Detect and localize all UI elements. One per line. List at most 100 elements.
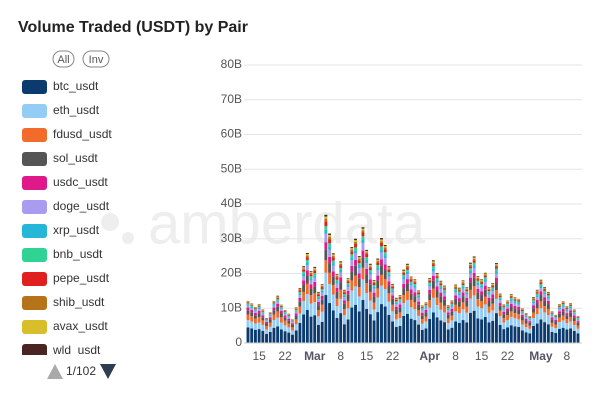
bar-segment [550, 312, 554, 314]
bar-segment [331, 263, 335, 266]
bar-segment [435, 290, 439, 298]
bar-segment [339, 272, 343, 278]
legend-item[interactable]: pepe_usdt [22, 271, 110, 286]
bar-segment [420, 306, 424, 308]
bar-segment [491, 284, 495, 287]
bar-segment [246, 314, 250, 321]
bar-segment [550, 319, 554, 323]
bar-segment [328, 303, 332, 343]
legend-item[interactable]: sol_usdt [22, 151, 98, 166]
legend-item[interactable]: shib_usdt [22, 295, 105, 310]
bar-segment [287, 315, 291, 317]
bar-segment [487, 291, 491, 293]
bar-segment [331, 253, 335, 255]
bar-segment [302, 284, 306, 292]
bar-segment [391, 311, 395, 322]
bar-segment [279, 322, 283, 330]
bar-segment [272, 301, 276, 302]
legend-item[interactable]: eth_usdt [22, 103, 100, 118]
bar-segment [335, 277, 339, 280]
legend-label: btc_usdt [53, 79, 99, 93]
all-button[interactable]: All [52, 50, 75, 68]
bar-segment [328, 233, 332, 235]
legend-item[interactable]: wld_usdt [22, 343, 101, 358]
bar-segment [546, 294, 550, 296]
bar-segment [279, 317, 283, 323]
bar-segment [454, 292, 458, 296]
bar-segment [294, 324, 298, 331]
bar-segment [272, 314, 276, 321]
bar-segment [543, 287, 547, 288]
bar-segment [305, 275, 309, 284]
bar-segment [402, 295, 406, 304]
bar-segment [383, 264, 387, 271]
bar-segment [532, 301, 535, 304]
bar-segment [391, 283, 395, 285]
bar-segment [491, 294, 495, 298]
bar-segment [409, 277, 413, 279]
bar-segment [435, 282, 439, 287]
inv-button[interactable]: Inv [82, 50, 110, 68]
bar-segment [457, 289, 461, 291]
bar-segment [532, 312, 535, 318]
legend-item[interactable]: bnb_usdt [22, 247, 103, 262]
bar-segment [561, 306, 565, 309]
bar-segment [450, 320, 454, 328]
chart-title: Volume Traded (USDT) by Pair [18, 19, 248, 36]
bar-segment [335, 274, 339, 275]
bar-segment [313, 301, 317, 316]
bar-segment [428, 278, 432, 280]
bar-segment [520, 312, 524, 314]
legend-item[interactable]: xrp_usdt [22, 223, 100, 238]
bar-segment [483, 304, 487, 317]
bar-segment [469, 263, 472, 265]
legend-item[interactable]: doge_usdt [22, 199, 110, 214]
bar-segment [420, 310, 424, 313]
bar-segment [279, 313, 283, 318]
bar-segment [520, 314, 524, 317]
bar-segment [528, 328, 532, 334]
bar-segment [354, 304, 357, 343]
bar-segment [365, 263, 369, 269]
bar-segment [376, 275, 380, 281]
bar-segment [305, 309, 309, 343]
bar-segment [443, 287, 446, 289]
bar-segment [443, 293, 446, 297]
page-down[interactable] [100, 364, 116, 379]
bar-segment [257, 305, 261, 307]
bar-segment [313, 281, 317, 287]
bar-segment [424, 303, 428, 305]
bar-segment [302, 314, 306, 343]
bar-segment [524, 314, 528, 315]
page-up[interactable] [47, 364, 63, 379]
bar-segment [535, 299, 539, 304]
bar-segment [539, 319, 543, 343]
y-tick-label: 10B [221, 300, 242, 314]
bar-segment [317, 294, 320, 297]
bar-segment [409, 307, 413, 319]
legend-item[interactable]: usdc_usdt [22, 175, 108, 190]
bar-segment [265, 319, 268, 321]
legend-swatch [22, 200, 47, 214]
bar-segment [509, 316, 513, 326]
bar-segment [361, 257, 365, 268]
bar-segment [543, 312, 547, 323]
bar-segment [550, 315, 554, 318]
legend-item[interactable]: fdusd_usdt [22, 127, 112, 142]
bar-segment [276, 295, 280, 297]
bar-segment [398, 312, 402, 318]
bar-segment [517, 319, 521, 328]
legend-item[interactable]: btc_usdt [22, 79, 99, 94]
bar-segment [554, 316, 558, 318]
legend-item[interactable]: avax_usdt [22, 319, 108, 334]
bar-segment [439, 292, 443, 297]
bar-segment [342, 291, 346, 293]
bar-segment [342, 292, 346, 295]
bar-segment [387, 274, 391, 277]
bar-segment [250, 305, 254, 307]
bar-segment [383, 255, 387, 259]
legend-label: eth_usdt [53, 103, 100, 117]
bar-segment [498, 297, 502, 299]
bar-segment [398, 317, 402, 326]
bar-segment [302, 269, 306, 272]
